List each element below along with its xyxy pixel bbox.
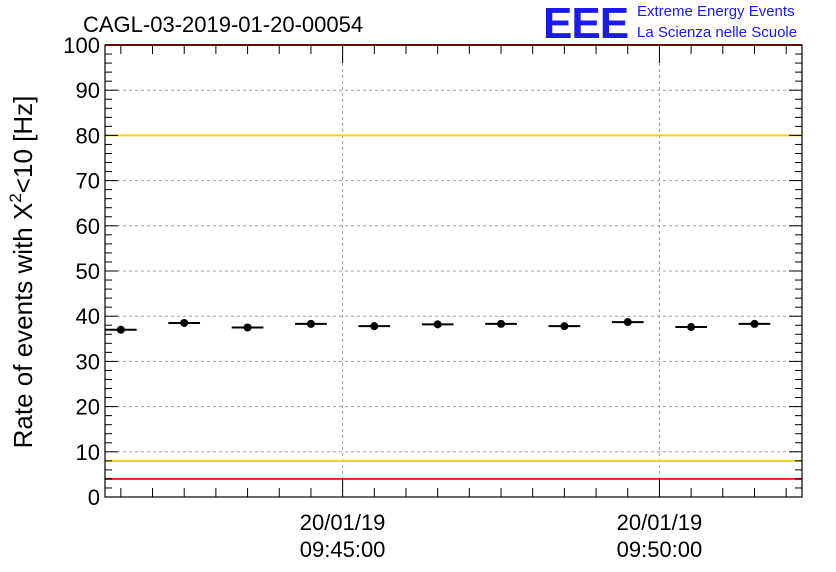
y-tick-label: 20 [76, 395, 100, 420]
y-axis-label-main: Rate of events with [8, 220, 38, 448]
y-axis-label-symbol: X [8, 203, 38, 220]
data-point [180, 318, 189, 327]
y-tick-label: 10 [76, 440, 100, 465]
data-point [243, 323, 252, 332]
data-point [497, 319, 506, 328]
chart-title: CAGL-03-2019-01-20-00054 [83, 12, 363, 37]
x-tick-label-date: 20/01/19 [300, 510, 386, 535]
y-tick-label: 80 [76, 123, 100, 148]
data-point [687, 323, 696, 332]
data-point [560, 322, 569, 331]
data-point [750, 319, 759, 328]
y-axis-label-superscript: 2 [6, 193, 25, 202]
eee-logo-line1: Extreme Energy Events [637, 3, 795, 20]
y-axis-label-tail: <10 [Hz] [8, 96, 38, 194]
grid [105, 45, 802, 497]
data-point [623, 318, 632, 327]
y-tick-label: 0 [88, 485, 100, 510]
x-tick-label-time: 09:50:00 [617, 537, 703, 562]
y-tick-label: 50 [76, 259, 100, 284]
x-tick-label-date: 20/01/19 [617, 510, 703, 535]
data-points [105, 318, 771, 334]
data-point [370, 322, 379, 331]
eee-logo-line2: La Scienza nelle Scuole [637, 24, 798, 41]
x-tick-label-time: 09:45:00 [300, 537, 386, 562]
axes [104, 44, 803, 498]
data-point [306, 319, 315, 328]
y-tick-label: 90 [76, 78, 100, 103]
tick-labels: 010203040506070809010020/01/1909:45:0020… [63, 33, 702, 562]
reference-lines [105, 44, 802, 480]
data-point [433, 320, 442, 329]
y-tick-label: 60 [76, 214, 100, 239]
data-point [116, 325, 125, 334]
y-tick-label: 30 [76, 349, 100, 374]
eee-logo: EEE [543, 0, 629, 48]
y-tick-label: 40 [76, 304, 100, 329]
y-tick-label: 100 [63, 33, 100, 58]
y-axis-label: Rate of events with X2<10 [Hz] [6, 96, 38, 449]
y-tick-label: 70 [76, 169, 100, 194]
